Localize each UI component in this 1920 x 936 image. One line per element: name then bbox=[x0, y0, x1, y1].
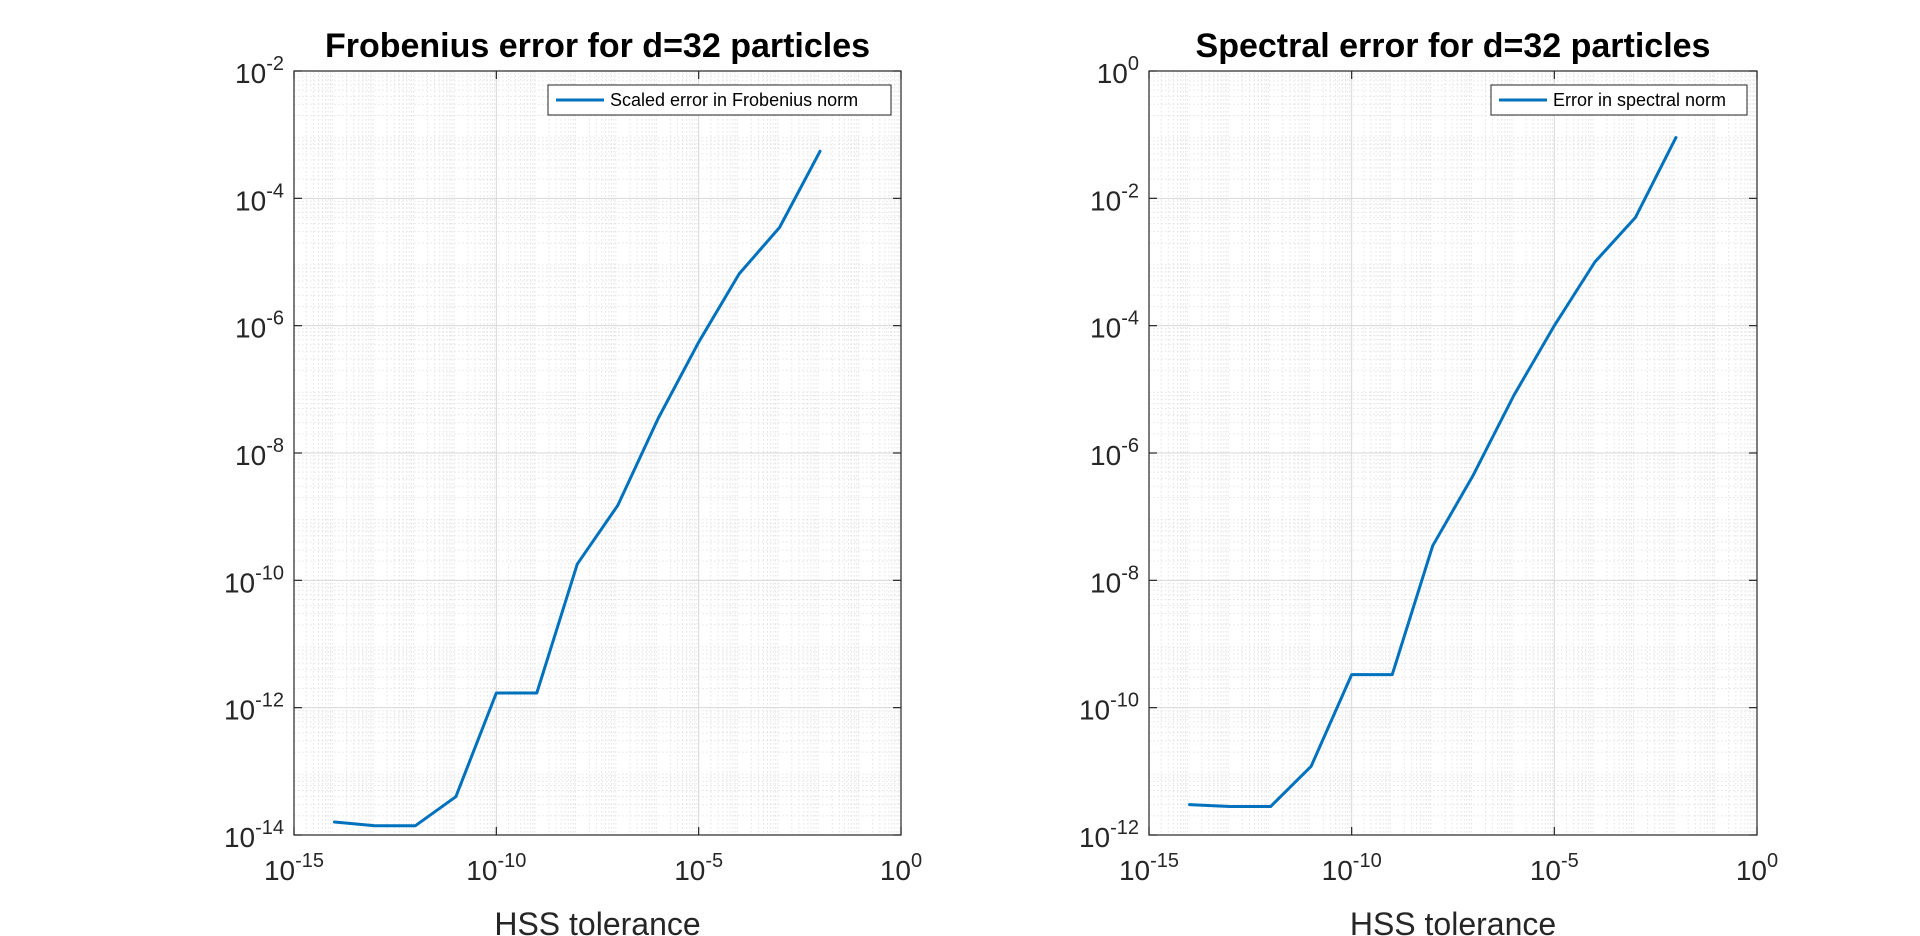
x-tick-label: 10-5 bbox=[1530, 850, 1579, 886]
x-tick-label: 10-15 bbox=[264, 850, 324, 886]
series-line bbox=[1188, 136, 1678, 809]
tick-marks bbox=[1148, 70, 1758, 836]
y-tick-label: 10-8 bbox=[1090, 562, 1139, 598]
x-axis-label: HSS tolerance bbox=[494, 906, 700, 936]
x-tick-label: 10-10 bbox=[466, 850, 526, 886]
chart-title: Spectral error for d=32 particles bbox=[1196, 27, 1711, 65]
y-tick-label: 10-2 bbox=[1090, 180, 1139, 216]
y-tick-label: 10-6 bbox=[1090, 435, 1139, 471]
x-tick-label: 10-10 bbox=[1322, 850, 1382, 886]
y-tick-label: 10-4 bbox=[235, 180, 284, 216]
chart-title: Frobenius error for d=32 particles bbox=[325, 27, 870, 65]
tick-marks bbox=[293, 70, 902, 836]
legend-label: Error in spectral norm bbox=[1553, 90, 1726, 110]
y-tick-label: 10-14 bbox=[224, 817, 284, 853]
y-tick-label: 10-2 bbox=[235, 53, 284, 89]
frobenius-error-chart: 10-15 10-10 10-5 100 10-14 10-12 10-10 10-8 10-6… bbox=[224, 27, 922, 936]
spectral-error-chart: 10-15 10-10 10-5 100 10-12 10-10 10-8 10-6 10-4 1… bbox=[1079, 27, 1778, 936]
legend-label: Scaled error in Frobenius norm bbox=[610, 90, 858, 110]
y-tick-label: 10-12 bbox=[224, 690, 284, 726]
legend: Scaled error in Frobenius norm bbox=[547, 84, 892, 116]
y-tick-label: 10-10 bbox=[224, 562, 284, 598]
legend-box bbox=[547, 84, 892, 116]
x-axis-label: HSS tolerance bbox=[1350, 906, 1556, 936]
y-tick-label: 10-4 bbox=[1090, 308, 1139, 344]
y-tick-label: 10-10 bbox=[1079, 690, 1139, 726]
series-line bbox=[332, 149, 822, 828]
legend: Error in spectral norm bbox=[1490, 84, 1748, 116]
x-tick-label: 100 bbox=[1736, 850, 1778, 886]
y-tick-label: 100 bbox=[1097, 53, 1139, 89]
y-tick-label: 10-12 bbox=[1079, 817, 1139, 853]
x-tick-label: 10-5 bbox=[674, 850, 723, 886]
x-tick-label: 100 bbox=[880, 850, 922, 886]
y-tick-label: 10-8 bbox=[235, 435, 284, 471]
x-tick-label: 10-15 bbox=[1119, 850, 1179, 886]
y-tick-label: 10-6 bbox=[235, 308, 284, 344]
